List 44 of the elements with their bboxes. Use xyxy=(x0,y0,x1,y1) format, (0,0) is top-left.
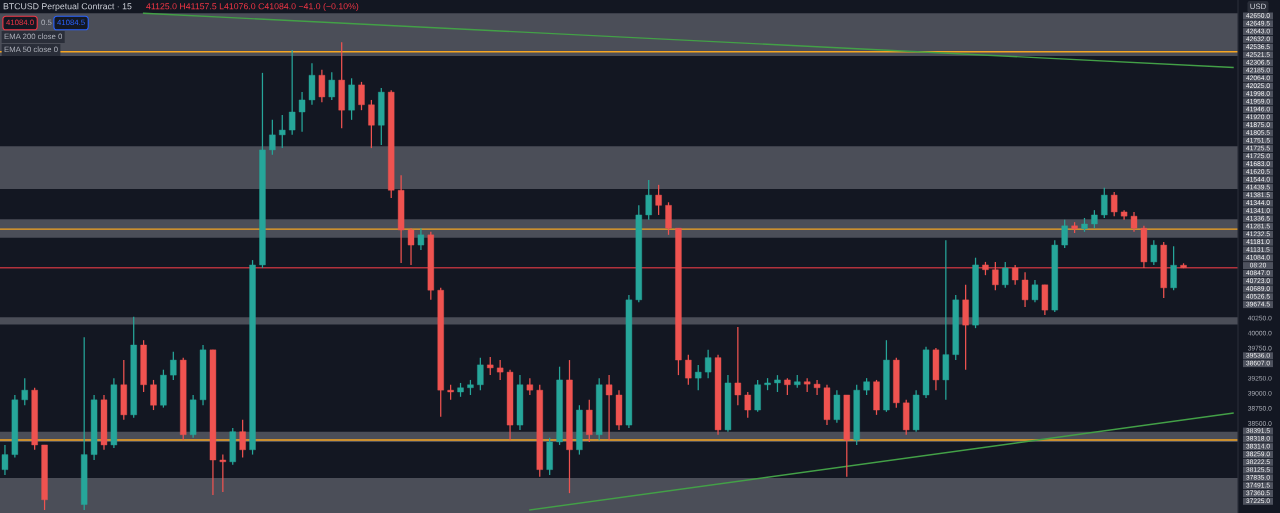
candlestick xyxy=(992,261,999,291)
candlestick xyxy=(298,91,306,133)
candlestick xyxy=(328,71,335,101)
candlestick xyxy=(417,227,425,251)
candlestick xyxy=(1061,219,1068,249)
candlestick xyxy=(1130,211,1138,233)
chart-title: BTCUSD Perpetual Contract · 15 xyxy=(3,2,132,12)
candlestick xyxy=(219,453,227,493)
candlestick xyxy=(1101,187,1108,219)
candlestick xyxy=(695,364,702,391)
candlestick xyxy=(1,444,9,476)
candlestick xyxy=(1170,245,1177,291)
candlestick xyxy=(1091,209,1098,229)
chart-subtitle: 41125.0 H41157.5 L41076.0 C41084.0 −41.0 (−0.10%) xyxy=(146,2,359,12)
candlestick xyxy=(645,179,652,221)
candlestick xyxy=(487,356,494,376)
candlestick xyxy=(496,359,504,381)
candlestick xyxy=(744,391,751,419)
candlestick xyxy=(318,69,326,103)
candlestick xyxy=(734,326,742,406)
candlestick xyxy=(685,354,692,386)
candlestick xyxy=(704,349,712,379)
candlestick xyxy=(477,357,484,391)
candlestick xyxy=(1002,261,1009,289)
candlestick xyxy=(288,49,296,136)
candlestick xyxy=(1111,191,1118,217)
candlestick xyxy=(655,184,662,216)
candlestick xyxy=(150,379,157,411)
candlestick xyxy=(279,114,286,149)
candlestick xyxy=(526,377,534,396)
candlestick xyxy=(1150,239,1157,266)
candlestick xyxy=(1021,271,1029,308)
candlestick xyxy=(170,351,177,381)
candlestick xyxy=(239,419,246,459)
candlestick xyxy=(605,374,613,441)
candlestick xyxy=(269,119,276,156)
candlestick xyxy=(368,99,375,149)
candlestick xyxy=(1011,264,1019,286)
candlestick xyxy=(358,81,365,111)
candlestick xyxy=(21,377,28,406)
candlestick xyxy=(665,201,672,236)
candlestick xyxy=(813,379,821,396)
candlestick xyxy=(1031,279,1039,303)
candlestick xyxy=(407,227,415,266)
